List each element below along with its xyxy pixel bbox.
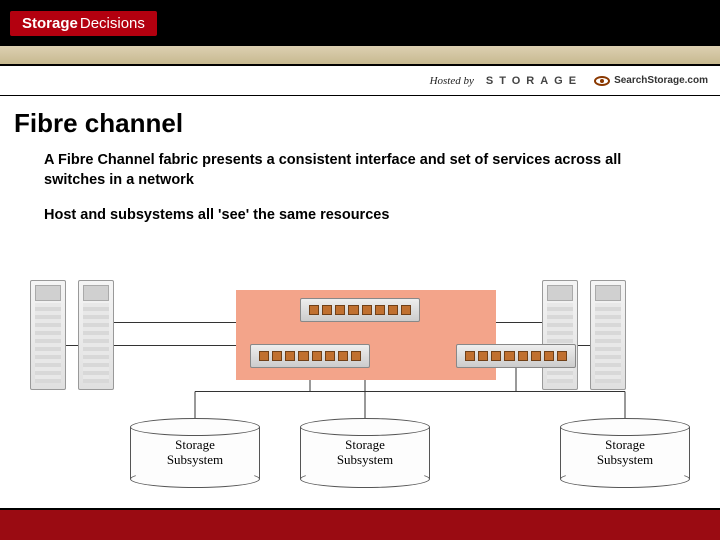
header-tan-bar — [0, 46, 720, 66]
cylinder-label: StorageSubsystem — [560, 438, 690, 468]
logo-sub: Decisions — [80, 15, 145, 32]
server-node — [78, 280, 114, 390]
cylinder-label: StorageSubsystem — [130, 438, 260, 468]
network-diagram: StorageSubsystem StorageSubsystem StorageS… — [0, 270, 720, 500]
storage-cylinder: StorageSubsystem — [130, 418, 260, 488]
server-node — [542, 280, 578, 390]
hosted-row: Hosted by STORAGE SearchStorage.com — [0, 66, 720, 96]
para-1: A Fibre Channel fabric presents a consis… — [44, 151, 676, 190]
storage-cylinder: StorageSubsystem — [560, 418, 690, 488]
slide-title: Fibre channel — [0, 98, 720, 145]
server-node — [590, 280, 626, 390]
switch-node — [250, 344, 370, 368]
header-black-bar: Storage Decisions — [0, 0, 720, 46]
para-2: Host and subsystems all 'see' the same r… — [44, 206, 676, 226]
sponsor-storage-logo: STORAGE — [486, 75, 582, 87]
hosted-by-label: Hosted by — [430, 75, 474, 87]
slide-body: A Fibre Channel fabric presents a consis… — [0, 145, 720, 226]
server-node — [30, 280, 66, 390]
logo-badge: Storage Decisions — [10, 11, 157, 36]
storage-cylinder: StorageSubsystem — [300, 418, 430, 488]
sponsor-searchstorage-logo: SearchStorage.com — [594, 75, 708, 86]
cylinder-label: StorageSubsystem — [300, 438, 430, 468]
logo-main: Storage — [22, 15, 78, 32]
sponsor-searchstorage-text: SearchStorage.com — [614, 75, 708, 86]
switch-node — [300, 298, 420, 322]
header: Storage Decisions Hosted by STORAGE Sear… — [0, 0, 720, 98]
eye-icon — [594, 76, 610, 86]
footer-bar — [0, 510, 720, 540]
switch-node — [456, 344, 576, 368]
